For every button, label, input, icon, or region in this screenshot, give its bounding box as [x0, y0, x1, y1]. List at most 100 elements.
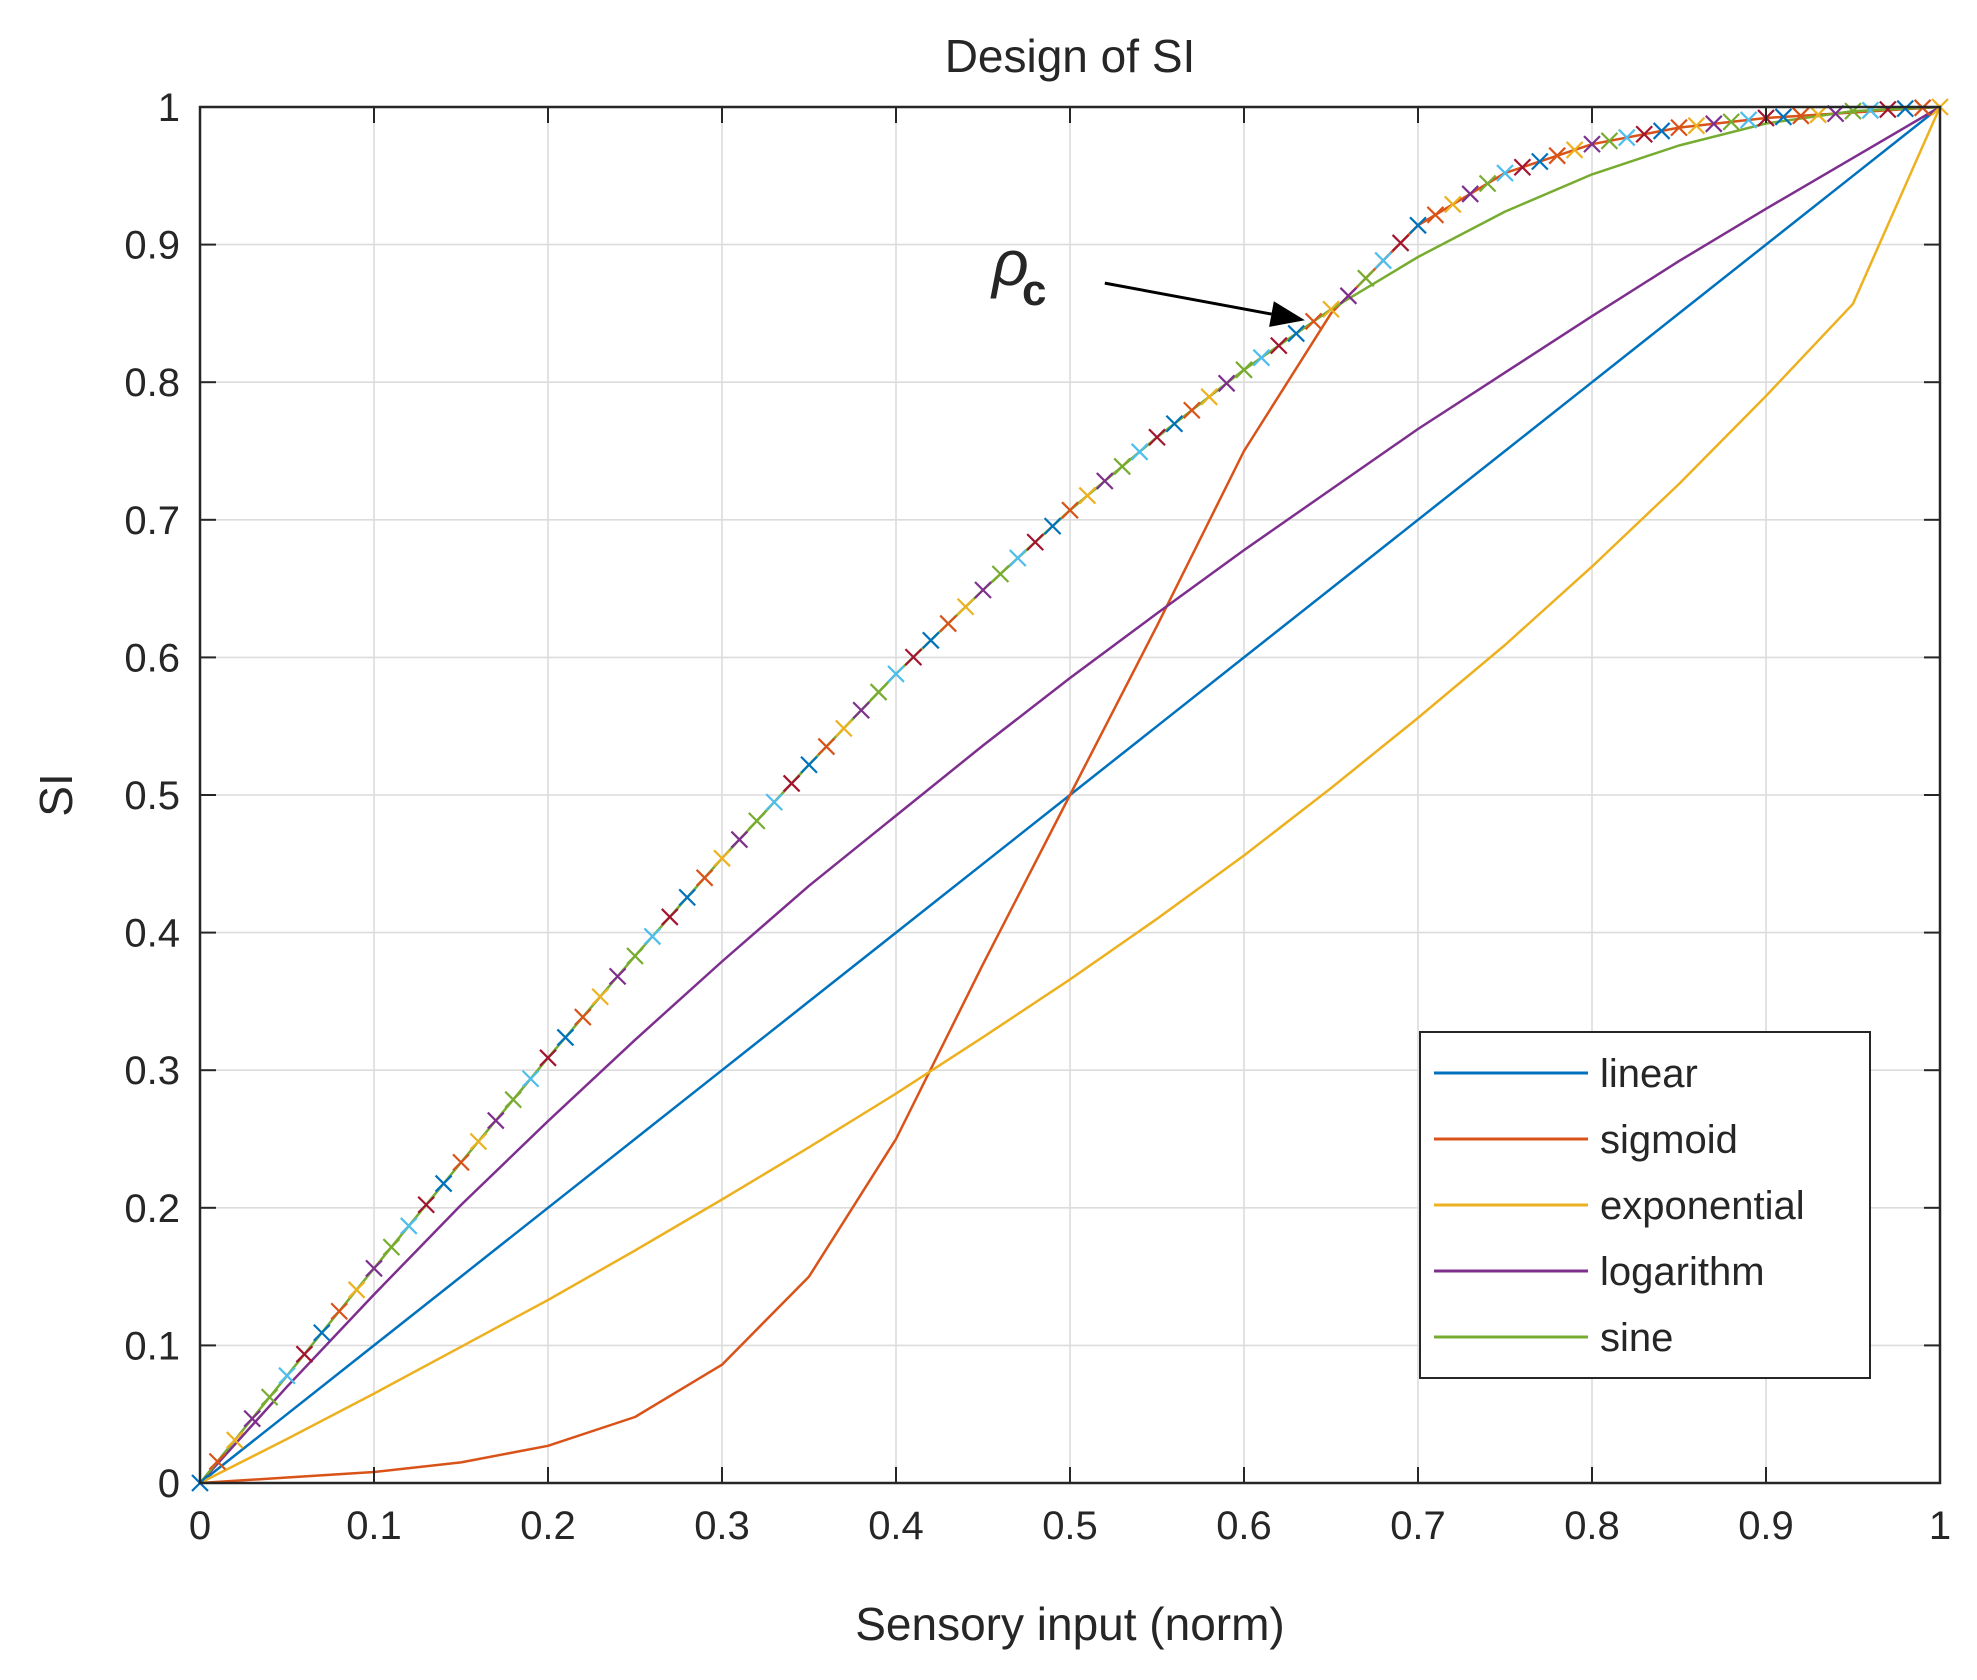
marker-x-71: [1426, 206, 1445, 224]
y-axis-title: SI: [30, 773, 82, 816]
marker-x-88: [1722, 113, 1740, 131]
marker-x-6: [295, 1345, 314, 1363]
marker-x-47: [1009, 549, 1027, 567]
marker-x-86: [1687, 116, 1706, 135]
x-tick-label-7: 0.7: [1390, 1504, 1446, 1548]
marker-x-52: [1096, 472, 1114, 490]
marker-x-60: [1235, 361, 1253, 379]
marker-x-74: [1478, 174, 1497, 193]
marker-x-50: [1061, 501, 1079, 519]
marker-x-96: [1861, 101, 1880, 120]
marker-x-64: [1304, 312, 1323, 331]
marker-x-63: [1287, 324, 1305, 343]
marker-x-79: [1565, 141, 1584, 159]
envelope-markers: [191, 98, 1949, 1492]
marker-x-59: [1217, 374, 1236, 393]
marker-x-3: [243, 1409, 261, 1428]
marker-x-20: [539, 1049, 557, 1067]
marker-x-61: [1252, 348, 1271, 367]
marker-x-75: [1496, 164, 1514, 182]
marker-x-69: [1391, 234, 1410, 252]
y-tick-label-2: 0.2: [124, 1187, 180, 1231]
tick-labels: 0 0.1 0.2 0.3 0.4 0.5 0.6 0.7 0.8 0.9 1 0 0.1 0.2 0.3 0…: [124, 86, 1951, 1548]
marker-x-13: [417, 1195, 435, 1214]
marker-x-23: [591, 987, 609, 1006]
x-tick-label-10: 1: [1929, 1504, 1951, 1548]
series-line-sigmoid: [199, 105, 1941, 1485]
marker-x-7: [313, 1323, 331, 1342]
marker-x-10: [365, 1259, 383, 1278]
marker-x-53: [1113, 457, 1131, 476]
marker-x-9: [347, 1281, 366, 1299]
marker-x-48: [1026, 533, 1044, 551]
y-tick-label-1: 0.1: [124, 1324, 180, 1368]
chart-title: Design of SI: [945, 30, 1196, 82]
marker-x-54: [1130, 443, 1149, 461]
marker-x-1: [208, 1452, 227, 1471]
marker-x-67: [1357, 269, 1375, 287]
marker-x-21: [556, 1028, 575, 1047]
marker-x-85: [1670, 118, 1688, 137]
marker-x-11: [382, 1238, 401, 1256]
marker-x-81: [1600, 132, 1619, 150]
annotation-rho: ρ: [990, 227, 1029, 299]
marker-x-91: [1774, 108, 1793, 126]
marker-x-26: [643, 927, 662, 946]
marker-x-30: [713, 849, 731, 868]
marker-x-66: [1339, 287, 1358, 305]
marker-x-25: [626, 947, 644, 965]
marker-x-57: [1183, 401, 1201, 420]
marker-x-83: [1635, 125, 1653, 144]
marker-x-24: [608, 967, 627, 986]
marker-x-45: [974, 581, 992, 599]
marker-x-72: [1444, 195, 1462, 214]
legend-label-exponential: exponential: [1600, 1184, 1805, 1228]
marker-x-44: [956, 597, 975, 616]
marker-x-37: [835, 719, 853, 738]
marker-x-34: [782, 774, 801, 793]
series-line-exponential: [199, 106, 1942, 1485]
y-tick-label-3: 0.3: [124, 1049, 180, 1093]
marker-x-80: [1583, 135, 1601, 153]
marker-x-16: [469, 1132, 488, 1151]
x-axis-title: Sensory input (norm): [855, 1598, 1285, 1650]
annotation-arrowhead: [1269, 301, 1305, 327]
legend-label-linear: linear: [1600, 1052, 1698, 1096]
marker-x-5: [278, 1366, 296, 1385]
marker-x-19: [521, 1069, 540, 1088]
marker-x-97: [1879, 100, 1897, 119]
y-tick-label-10: 1: [158, 86, 180, 130]
marker-x-62: [1270, 336, 1288, 355]
marker-x-32: [748, 812, 766, 830]
x-tick-label-4: 0.4: [868, 1504, 924, 1548]
marker-x-28: [678, 888, 696, 907]
marker-x-29: [695, 869, 714, 887]
marker-x-55: [1148, 428, 1166, 447]
marker-x-56: [1165, 414, 1184, 433]
y-tick-label-8: 0.8: [124, 361, 180, 405]
marker-x-73: [1461, 185, 1479, 203]
marker-x-92: [1792, 107, 1810, 125]
marker-x-4: [260, 1388, 279, 1406]
marker-x-70: [1409, 216, 1427, 235]
marker-x-42: [922, 631, 940, 650]
y-tick-label-7: 0.7: [124, 499, 180, 543]
marker-x-27: [661, 908, 679, 926]
y-tick-label-9: 0.9: [124, 224, 180, 268]
marker-x-68: [1374, 251, 1392, 270]
marker-x-51: [1078, 486, 1097, 505]
marker-x-14: [434, 1174, 453, 1193]
marker-x-84: [1652, 122, 1671, 140]
marker-x-17: [487, 1111, 505, 1130]
y-tick-label-6: 0.6: [124, 636, 180, 680]
marker-x-39: [869, 683, 888, 701]
legend-label-logarithm: logarithm: [1600, 1250, 1765, 1294]
rho-c-annotation: ρ c: [990, 227, 1305, 327]
marker-x-87: [1705, 115, 1723, 133]
marker-x-15: [452, 1153, 470, 1172]
marker-x-76: [1513, 158, 1532, 177]
legend-label-sigmoid: sigmoid: [1600, 1118, 1738, 1162]
marker-x-43: [939, 614, 957, 633]
y-tick-label-4: 0.4: [124, 912, 180, 956]
